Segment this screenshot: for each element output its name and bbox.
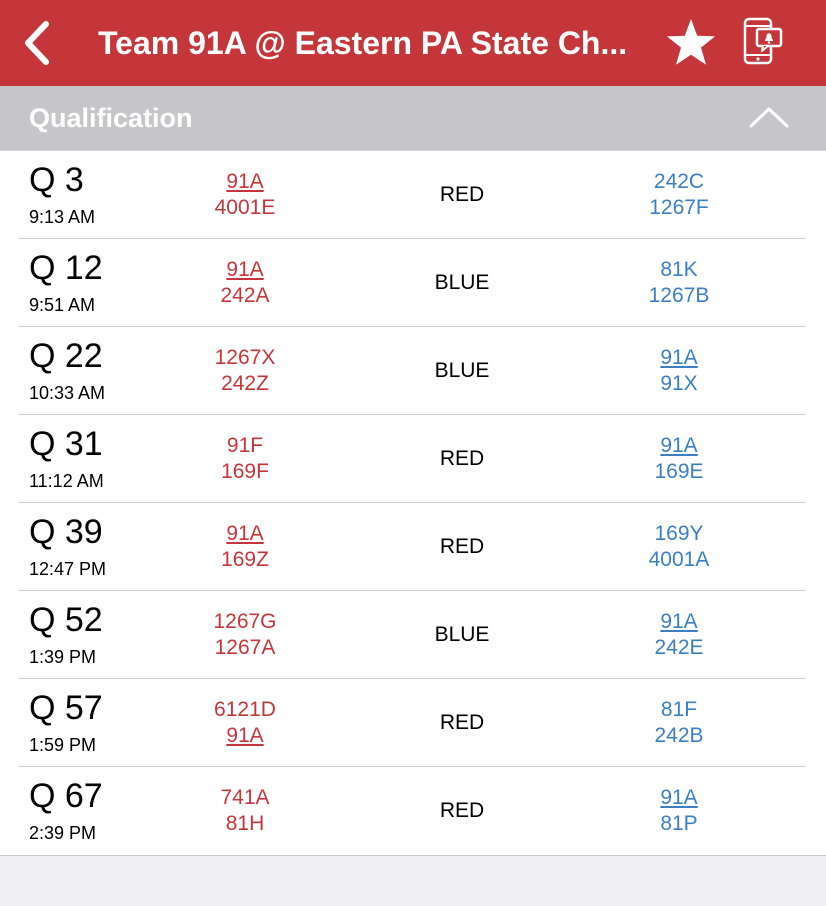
alliance-label: RED xyxy=(439,535,485,558)
blue-team-1[interactable]: 91A xyxy=(660,786,698,809)
alliance-label: RED xyxy=(439,447,485,470)
red-team-1[interactable]: 91A xyxy=(226,258,264,281)
match-list: Q 3 9:13 AM 91A 4001E RED 242C 1267F Q 1… xyxy=(0,150,826,856)
blue-team-2[interactable]: 169E xyxy=(654,460,704,483)
red-team-2[interactable]: 169F xyxy=(221,460,269,483)
blue-team-1[interactable]: 242C xyxy=(653,170,705,193)
notifications-button[interactable] xyxy=(740,17,786,67)
blue-team-1[interactable]: 91A xyxy=(660,434,698,457)
match-row[interactable]: Q 67 2:39 PM 741A 81H RED 91A 81P xyxy=(0,767,826,855)
blue-team-1[interactable]: 81F xyxy=(660,698,698,721)
red-team-2[interactable]: 169Z xyxy=(221,548,269,571)
back-button[interactable] xyxy=(18,20,58,66)
red-team-1[interactable]: 6121D xyxy=(214,698,276,721)
red-team-1[interactable]: 1267G xyxy=(213,610,277,633)
favorite-button[interactable] xyxy=(664,16,718,70)
match-row[interactable]: Q 52 1:39 PM 1267G 1267A BLUE 91A 242E xyxy=(0,591,826,679)
red-team-2[interactable]: 242Z xyxy=(221,372,269,395)
red-team-1[interactable]: 91F xyxy=(226,434,264,457)
alliance-label: BLUE xyxy=(434,623,490,646)
red-team-2[interactable]: 91A xyxy=(226,724,264,747)
alliance-label: BLUE xyxy=(434,359,490,382)
match-row[interactable]: Q 57 1:59 PM 6121D 91A RED 81F 242B xyxy=(0,679,826,767)
phone-notification-icon xyxy=(743,17,783,65)
match-time: 9:13 AM xyxy=(29,207,96,227)
match-number: Q 67 xyxy=(29,777,103,815)
match-number: Q 3 xyxy=(29,161,84,199)
match-number: Q 22 xyxy=(29,337,103,375)
match-time: 10:33 AM xyxy=(29,383,106,403)
match-row[interactable]: Q 12 9:51 AM 91A 242A BLUE 81K 1267B xyxy=(0,239,826,327)
section-title: Qualification xyxy=(29,103,193,133)
red-team-1[interactable]: 1267X xyxy=(214,346,276,369)
alliance-label: RED xyxy=(439,799,485,822)
blue-team-2[interactable]: 91X xyxy=(660,372,698,395)
match-number: Q 52 xyxy=(29,601,103,639)
red-team-1[interactable]: 91A xyxy=(226,170,264,193)
match-time: 12:47 PM xyxy=(29,559,107,579)
alliance-label: BLUE xyxy=(434,271,490,294)
match-time: 11:12 AM xyxy=(29,471,104,491)
nav-bar: Team 91A @ Eastern PA State Ch... xyxy=(0,0,826,86)
blue-team-2[interactable]: 242B xyxy=(654,724,704,747)
match-row[interactable]: Q 31 11:12 AM 91F 169F RED 91A 169E xyxy=(0,415,826,503)
blue-team-1[interactable]: 81K xyxy=(660,258,698,281)
match-row[interactable]: Q 22 10:33 AM 1267X 242Z BLUE 91A 91X xyxy=(0,327,826,415)
match-time: 2:39 PM xyxy=(29,823,97,843)
blue-team-2[interactable]: 81P xyxy=(660,812,698,835)
star-icon xyxy=(667,19,715,65)
match-time: 9:51 AM xyxy=(29,295,96,315)
red-team-1[interactable]: 91A xyxy=(226,522,264,545)
blue-team-2[interactable]: 1267F xyxy=(649,196,709,219)
blue-team-2[interactable]: 4001A xyxy=(648,548,710,571)
blue-team-1[interactable]: 91A xyxy=(660,610,698,633)
match-number: Q 57 xyxy=(29,689,103,727)
red-team-2[interactable]: 81H xyxy=(225,812,265,835)
match-number: Q 31 xyxy=(29,425,103,463)
match-time: 1:59 PM xyxy=(29,735,97,755)
match-row[interactable]: Q 39 12:47 PM 91A 169Z RED 169Y 4001A xyxy=(0,503,826,591)
match-number: Q 12 xyxy=(29,249,103,287)
red-team-2[interactable]: 4001E xyxy=(214,196,276,219)
section-header[interactable]: Qualification xyxy=(0,86,826,150)
page-title: Team 91A @ Eastern PA State Ch... xyxy=(98,25,628,61)
blue-team-1[interactable]: 169Y xyxy=(654,522,704,545)
match-number: Q 39 xyxy=(29,513,103,551)
blue-team-2[interactable]: 242E xyxy=(654,636,704,659)
alliance-label: RED xyxy=(439,183,485,206)
blue-team-1[interactable]: 91A xyxy=(660,346,698,369)
red-team-2[interactable]: 242A xyxy=(220,284,270,307)
red-team-2[interactable]: 1267A xyxy=(214,636,276,659)
chevron-up-icon xyxy=(749,107,789,128)
red-team-1[interactable]: 741A xyxy=(220,786,270,809)
match-row[interactable]: Q 3 9:13 AM 91A 4001E RED 242C 1267F xyxy=(0,151,826,239)
blue-team-2[interactable]: 1267B xyxy=(648,284,710,307)
collapse-section-button[interactable] xyxy=(748,104,790,130)
chevron-left-icon xyxy=(25,21,49,65)
alliance-label: RED xyxy=(439,711,485,734)
match-time: 1:39 PM xyxy=(29,647,97,667)
